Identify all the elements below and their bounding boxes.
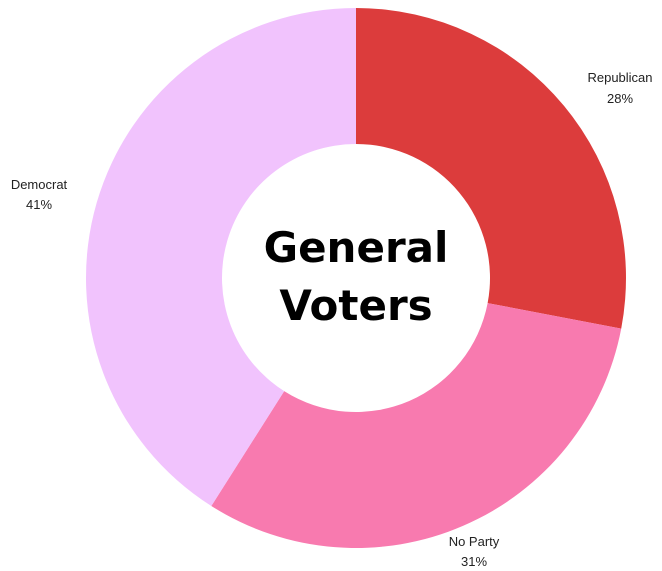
slice-label-democrat: Democrat xyxy=(11,177,68,192)
slice-value-democrat: 41% xyxy=(26,197,52,212)
donut-slices xyxy=(85,8,626,548)
center-title-line-2: Voters xyxy=(279,281,432,330)
slice-republican xyxy=(356,8,626,329)
slice-label-no-party: No Party xyxy=(449,534,500,549)
slice-value-no-party: 31% xyxy=(461,554,487,569)
slice-no-party xyxy=(211,303,622,548)
slice-labels: Republican 28% No Party 31% Democrat 41% xyxy=(11,70,653,569)
slice-label-republican: Republican xyxy=(587,70,652,85)
slice-democrat xyxy=(85,8,356,506)
center-title-line-1: General xyxy=(264,223,449,272)
slice-value-republican: 28% xyxy=(607,91,633,106)
